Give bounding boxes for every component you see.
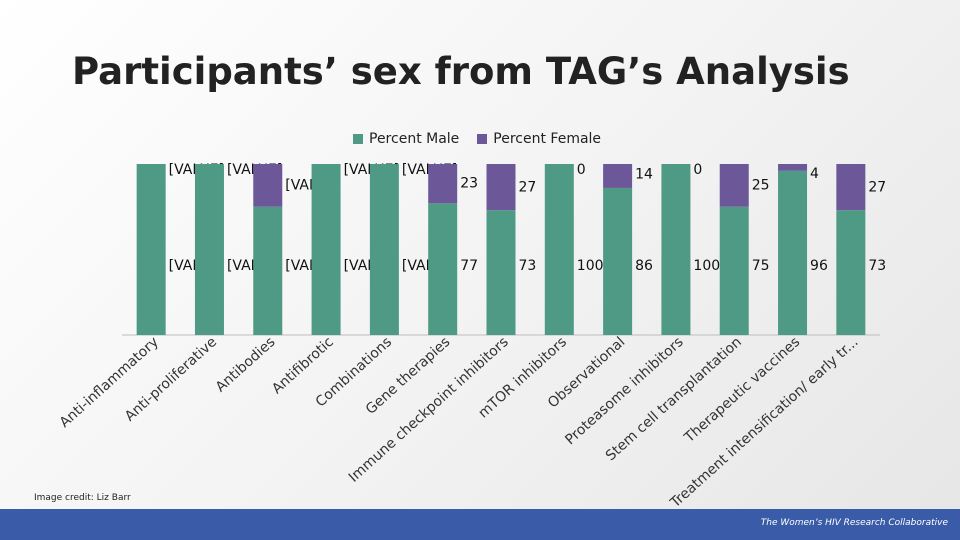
data-label-female-11: 4 (810, 166, 819, 182)
legend-swatch-female (477, 134, 488, 144)
bar-female-12 (836, 164, 866, 211)
data-label-male-7: 100 (577, 258, 604, 274)
footer-text: The Women’s HIV Research Collaborative (760, 518, 948, 528)
data-label-male-8: 86 (635, 258, 653, 274)
bar-female-5 (428, 164, 458, 204)
category-label-11: Therapeutic vaccines (681, 334, 803, 446)
category-label-9: Proteasome inhibitors (562, 334, 686, 448)
category-label-0: Anti-inflammatory (57, 334, 162, 431)
data-label-male-5: 77 (460, 258, 478, 274)
bar-male-5 (428, 203, 458, 335)
data-label-male-6: 73 (519, 258, 537, 274)
bar-female-11 (778, 164, 808, 171)
bar-male-2 (253, 206, 283, 335)
data-label-female-5: 23 (460, 176, 478, 192)
legend-item-female: Percent Female (477, 131, 601, 147)
data-label-male-10: 75 (752, 258, 770, 274)
data-label-female-6: 27 (519, 180, 537, 196)
data-label-male-12: 73 (868, 258, 886, 274)
bar-female-2 (253, 164, 283, 207)
bar-male-4 (369, 164, 399, 335)
image-credit: Image credit: Liz Barr (34, 493, 131, 503)
legend-label-female: Percent Female (493, 131, 602, 147)
bar-male-10 (719, 206, 749, 335)
bar-male-11 (778, 170, 808, 335)
data-label-female-7: 0 (577, 162, 586, 178)
bar-male-12 (836, 210, 866, 335)
legend-swatch-male (353, 134, 363, 144)
bar-female-6 (486, 164, 516, 211)
data-label-male-11: 96 (810, 258, 828, 274)
bar-female-10 (719, 164, 749, 207)
bar-male-7 (544, 164, 574, 335)
footer-bar: The Women’s HIV Research Collaborative (0, 509, 960, 540)
bar-male-1 (194, 164, 224, 335)
data-label-male-9: 100 (693, 258, 720, 274)
stacked-bar-chart: [VALUE][VALUE]Anti-inflammatory[VALUE][V… (57, 162, 886, 510)
bar-male-0 (136, 164, 166, 335)
chart-legend: Percent Male Percent Female (353, 130, 601, 148)
bar-male-3 (311, 164, 341, 335)
slide-title: Participants’ sex from TAG’s Analysis (72, 50, 850, 93)
data-label-female-10: 25 (752, 178, 770, 194)
data-label-female-12: 27 (868, 180, 886, 196)
bar-male-8 (603, 187, 633, 335)
bar-male-6 (486, 210, 516, 335)
bar-male-9 (661, 164, 691, 335)
bar-female-8 (603, 164, 633, 188)
legend-item-male: Percent Male (353, 131, 459, 147)
data-label-female-8: 14 (635, 166, 653, 182)
legend-label-male: Percent Male (369, 131, 460, 147)
data-label-female-9: 0 (693, 162, 702, 178)
